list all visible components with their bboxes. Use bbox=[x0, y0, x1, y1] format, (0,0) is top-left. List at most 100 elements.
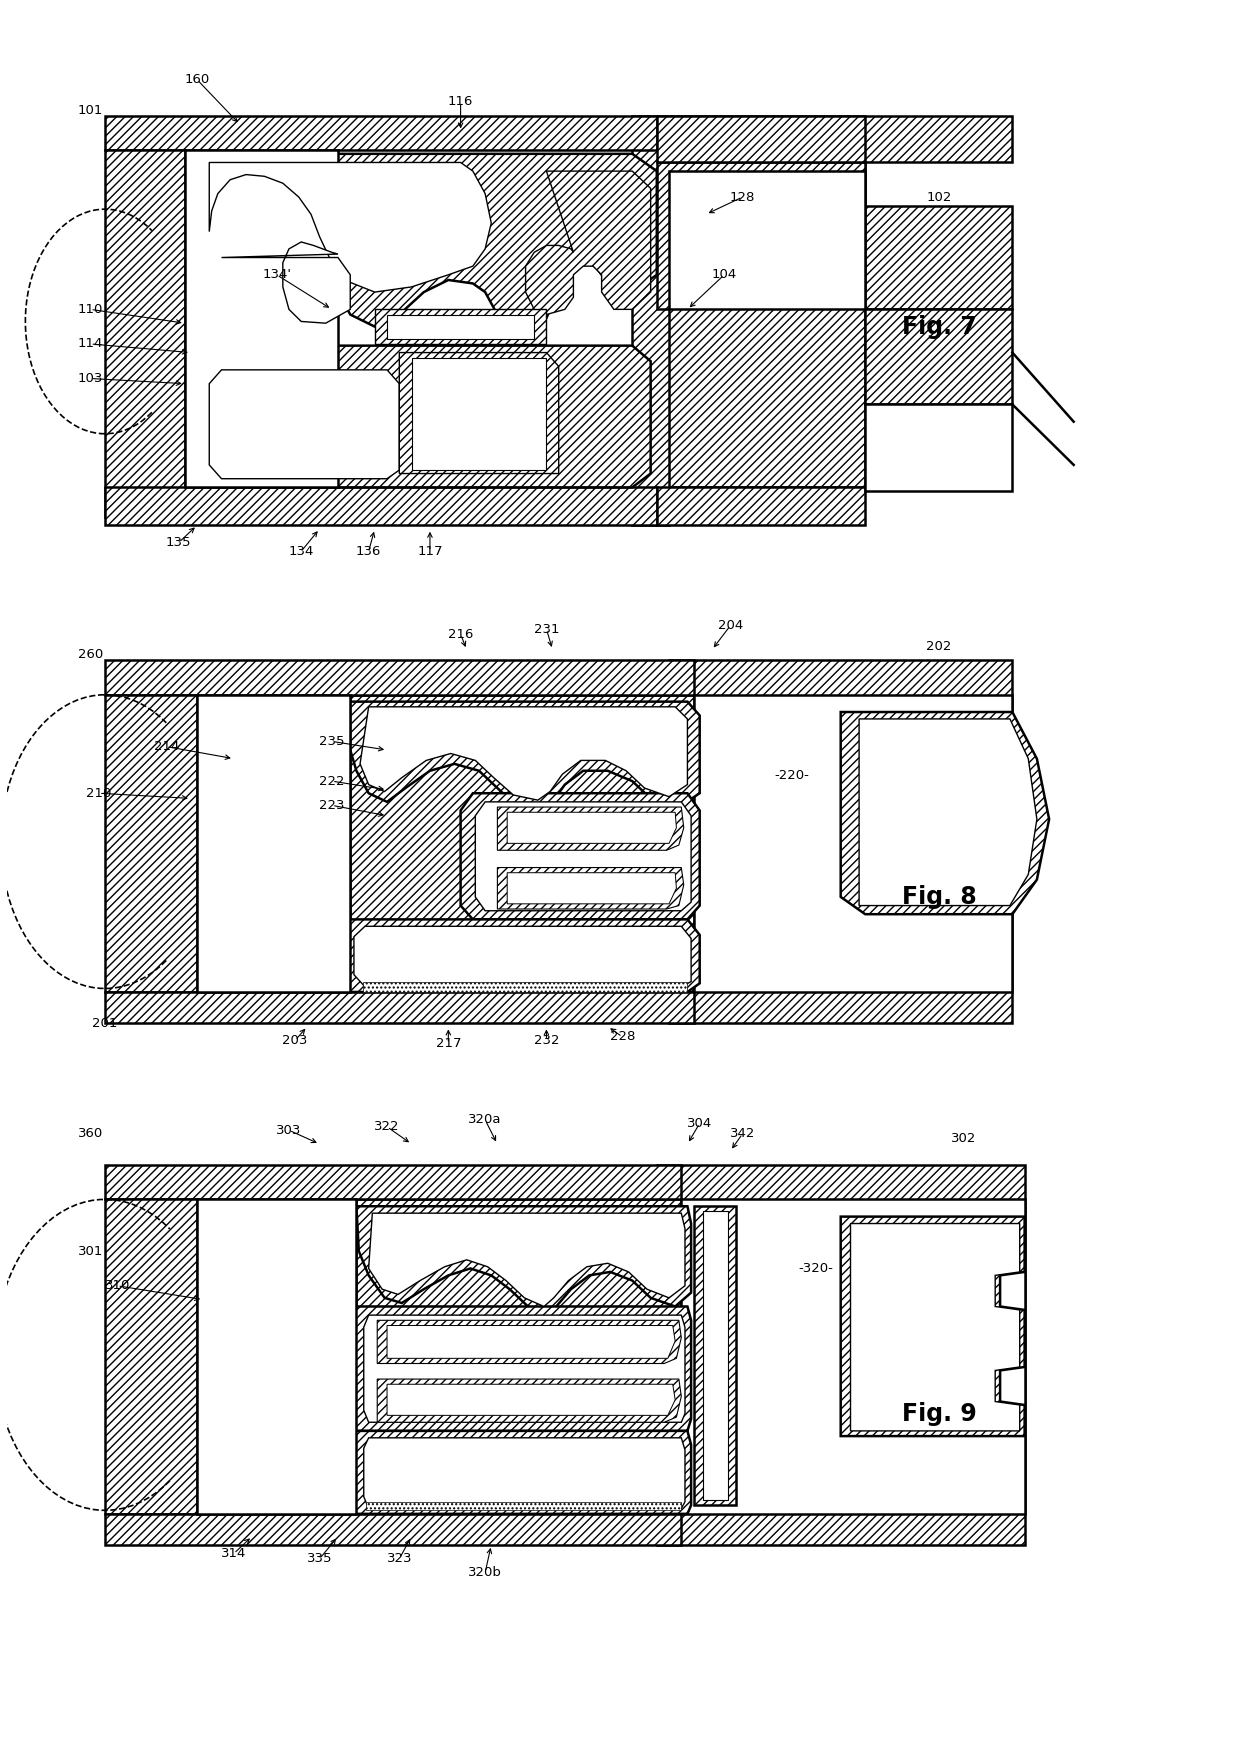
Polygon shape bbox=[693, 1205, 737, 1505]
Polygon shape bbox=[866, 404, 1012, 491]
Text: Fig. 7: Fig. 7 bbox=[901, 315, 977, 338]
Polygon shape bbox=[657, 1165, 1024, 1545]
Text: 217: 217 bbox=[435, 1036, 461, 1050]
Polygon shape bbox=[210, 162, 491, 293]
Polygon shape bbox=[475, 801, 691, 911]
Polygon shape bbox=[670, 171, 866, 310]
Polygon shape bbox=[197, 345, 651, 488]
Text: -320-: -320- bbox=[799, 1261, 833, 1275]
Polygon shape bbox=[670, 660, 1012, 1023]
Polygon shape bbox=[350, 695, 693, 991]
Text: 203: 203 bbox=[283, 1033, 308, 1047]
Text: 104: 104 bbox=[712, 268, 737, 280]
Text: 260: 260 bbox=[78, 648, 103, 662]
Text: 310: 310 bbox=[104, 1279, 130, 1293]
Text: 101: 101 bbox=[78, 105, 103, 117]
Text: 322: 322 bbox=[374, 1120, 399, 1134]
Polygon shape bbox=[339, 920, 699, 991]
Text: 314: 314 bbox=[221, 1547, 247, 1561]
Polygon shape bbox=[210, 369, 399, 479]
Text: 216: 216 bbox=[448, 627, 474, 641]
Text: 228: 228 bbox=[610, 1031, 635, 1043]
Text: 201: 201 bbox=[92, 1017, 118, 1030]
Polygon shape bbox=[105, 488, 657, 526]
Polygon shape bbox=[352, 1430, 691, 1514]
Polygon shape bbox=[526, 171, 651, 315]
Text: 102: 102 bbox=[926, 190, 951, 204]
Polygon shape bbox=[105, 660, 693, 695]
Polygon shape bbox=[693, 695, 1012, 991]
Text: 301: 301 bbox=[78, 1246, 103, 1258]
Polygon shape bbox=[105, 1165, 681, 1198]
Polygon shape bbox=[387, 1326, 675, 1359]
Text: -220-: -220- bbox=[774, 770, 808, 782]
Text: 134': 134' bbox=[262, 268, 291, 280]
Polygon shape bbox=[657, 162, 866, 488]
Polygon shape bbox=[356, 1198, 681, 1514]
Polygon shape bbox=[222, 242, 350, 324]
Polygon shape bbox=[657, 488, 866, 526]
Polygon shape bbox=[360, 707, 687, 800]
Polygon shape bbox=[632, 115, 1012, 526]
Polygon shape bbox=[363, 1315, 684, 1421]
Text: 342: 342 bbox=[730, 1127, 755, 1141]
Polygon shape bbox=[657, 115, 866, 162]
Text: 302: 302 bbox=[951, 1132, 976, 1144]
Polygon shape bbox=[105, 1514, 681, 1545]
Text: 214: 214 bbox=[154, 740, 179, 753]
Polygon shape bbox=[703, 1211, 728, 1500]
Text: 335: 335 bbox=[306, 1552, 332, 1566]
Text: 114: 114 bbox=[78, 338, 103, 350]
Polygon shape bbox=[387, 1385, 675, 1415]
Polygon shape bbox=[105, 991, 693, 1023]
Polygon shape bbox=[197, 695, 350, 991]
Polygon shape bbox=[366, 1502, 681, 1510]
Polygon shape bbox=[841, 712, 1049, 915]
Text: 231: 231 bbox=[533, 622, 559, 636]
Polygon shape bbox=[497, 807, 683, 850]
Text: 232: 232 bbox=[533, 1033, 559, 1047]
Polygon shape bbox=[185, 150, 339, 488]
Text: 303: 303 bbox=[277, 1124, 301, 1138]
Polygon shape bbox=[105, 115, 657, 150]
Polygon shape bbox=[350, 702, 699, 810]
Polygon shape bbox=[356, 1205, 691, 1315]
Text: 103: 103 bbox=[78, 373, 103, 385]
Text: 320b: 320b bbox=[469, 1566, 502, 1578]
Polygon shape bbox=[412, 357, 547, 470]
Polygon shape bbox=[851, 1223, 1019, 1430]
Polygon shape bbox=[197, 153, 657, 327]
Text: 128: 128 bbox=[730, 190, 755, 204]
Polygon shape bbox=[377, 1380, 681, 1421]
Polygon shape bbox=[105, 1198, 197, 1514]
Polygon shape bbox=[507, 812, 676, 843]
Text: 136: 136 bbox=[356, 545, 382, 557]
Polygon shape bbox=[841, 1216, 1024, 1435]
Polygon shape bbox=[859, 719, 1037, 906]
Text: 135: 135 bbox=[166, 537, 191, 549]
Polygon shape bbox=[374, 310, 547, 343]
Polygon shape bbox=[363, 1437, 684, 1509]
Polygon shape bbox=[105, 695, 197, 991]
Polygon shape bbox=[105, 150, 185, 517]
Polygon shape bbox=[362, 981, 687, 991]
Text: 323: 323 bbox=[387, 1552, 412, 1566]
Polygon shape bbox=[353, 927, 691, 986]
Polygon shape bbox=[497, 868, 683, 909]
Polygon shape bbox=[352, 1306, 691, 1430]
Polygon shape bbox=[368, 1212, 684, 1306]
Polygon shape bbox=[507, 873, 676, 904]
Polygon shape bbox=[387, 315, 534, 338]
Text: Fig. 8: Fig. 8 bbox=[901, 885, 977, 909]
Polygon shape bbox=[460, 793, 699, 920]
Text: 222: 222 bbox=[319, 775, 345, 787]
Text: 320a: 320a bbox=[469, 1113, 502, 1127]
Polygon shape bbox=[399, 352, 559, 474]
Text: 202: 202 bbox=[926, 639, 951, 653]
Text: 304: 304 bbox=[687, 1117, 712, 1131]
Text: 117: 117 bbox=[417, 545, 443, 557]
Text: 204: 204 bbox=[718, 618, 743, 632]
Polygon shape bbox=[866, 310, 1012, 404]
Text: 235: 235 bbox=[319, 735, 345, 747]
Text: 116: 116 bbox=[448, 96, 474, 108]
